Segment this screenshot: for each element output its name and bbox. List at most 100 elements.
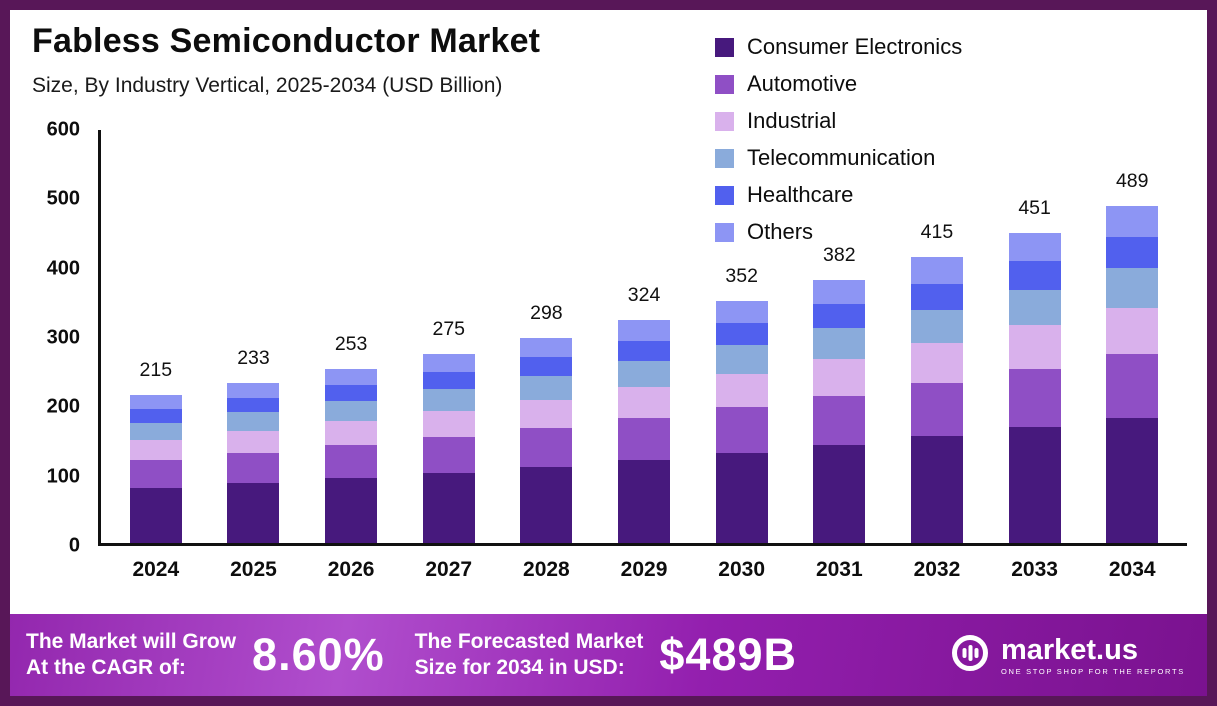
y-tick-label: 300 (46, 326, 80, 349)
brand-tagline: ONE STOP SHOP FOR THE REPORTS (1000, 666, 1185, 676)
bar-total-label: 382 (823, 244, 856, 267)
bar-segment-consumer-electronics (910, 436, 963, 543)
bar-segment-others (227, 382, 280, 398)
bar-segment-telecommunication (129, 422, 182, 440)
bar-segment-automotive (325, 445, 378, 479)
bar-segment-healthcare (129, 408, 182, 423)
legend-swatch-telecommunication (715, 148, 734, 168)
bar-segment-consumer-electronics (520, 466, 573, 543)
bar-segment-industrial (618, 386, 671, 418)
cagr-label: The Market will Grow At the CAGR of: (26, 629, 236, 681)
y-tick-label: 400 (46, 257, 80, 280)
bar-stack-2024 (129, 395, 182, 543)
bar-segment-consumer-electronics (813, 445, 866, 543)
bar-column-2024: 215 (107, 130, 205, 543)
legend-label: Healthcare (747, 182, 854, 207)
bar-segment-others (715, 300, 768, 324)
bar-segment-telecommunication (813, 328, 866, 360)
x-axis-label-2029: 2029 (620, 558, 668, 581)
bar-segment-automotive (813, 395, 866, 446)
bar-segment-others (910, 257, 963, 284)
brand-name: market.us (1000, 633, 1138, 666)
bar-stack-2034 (1106, 206, 1159, 543)
bar-total-label: 215 (139, 359, 173, 382)
x-axis-label-2031: 2031 (815, 558, 863, 581)
forecast-label-line1: The Forecasted Market (414, 630, 644, 653)
x-axis-label-2033: 2033 (1011, 558, 1058, 581)
bar-column-2027: 275 (400, 130, 498, 543)
bar-column-2025: 233 (205, 130, 303, 543)
bar-stack-2026 (325, 368, 378, 543)
bar-segment-automotive (129, 460, 182, 488)
bar-segment-others (1106, 206, 1159, 238)
bar-stack-2031 (813, 280, 866, 543)
bar-segment-telecommunication (325, 401, 378, 422)
bar-segment-consumer-electronics (1106, 417, 1159, 543)
legend-label: Automotive (747, 71, 858, 96)
bar-segment-telecommunication (1106, 268, 1159, 308)
bar-segment-telecommunication (910, 309, 963, 343)
y-tick-label: 500 (46, 187, 80, 210)
bar-segment-industrial (1008, 325, 1061, 369)
forecast-label: The Forecasted Market Size for 2034 in U… (415, 629, 644, 681)
cagr-label-line2: At the CAGR of: (26, 656, 186, 679)
bar-column-2026: 253 (302, 130, 400, 543)
legend-item-automotive: Automotive (715, 71, 962, 97)
bar-segment-industrial (227, 430, 280, 453)
bar-segment-others (129, 395, 182, 409)
bar-segment-healthcare (227, 397, 280, 413)
bar-total-label: 324 (627, 283, 661, 306)
x-axis-label-2024: 2024 (132, 558, 180, 581)
bar-segment-others (520, 337, 573, 358)
bar-stack-2025 (227, 382, 280, 543)
bar-segment-others (325, 368, 378, 386)
bar-segment-consumer-electronics (618, 459, 671, 543)
bar-segment-automotive (520, 428, 573, 467)
bar-segment-healthcare (1106, 237, 1159, 269)
bar-segment-industrial (813, 359, 866, 396)
plot-area: 215 233 253 275 298 324 352 382 415 451 489 (98, 130, 1187, 546)
bar-segment-automotive (910, 382, 963, 437)
legend: Consumer Electronics Automotive Industrial… (715, 34, 962, 245)
bar-segment-healthcare (422, 371, 475, 389)
bar-total-label: 275 (432, 317, 466, 340)
bar-stack-2033 (1008, 232, 1061, 543)
chart-card: Fabless Semiconductor Market Size, By In… (10, 10, 1207, 614)
x-axis-label-2025: 2025 (230, 558, 277, 581)
bar-segment-others (422, 353, 475, 372)
bar-segment-healthcare (813, 304, 866, 329)
bar-segment-industrial (325, 421, 378, 446)
y-tick-label: 0 (68, 534, 80, 557)
cagr-value: 8.60% (252, 629, 385, 680)
forecast-value: $489B (659, 629, 798, 680)
bar-segment-automotive (1106, 354, 1159, 418)
legend-item-healthcare: Healthcare (715, 182, 962, 208)
bar-segment-automotive (715, 407, 768, 453)
x-axis-label-2027: 2027 (425, 558, 473, 581)
bar-stack-2027 (422, 353, 475, 543)
bar-column-2029: 324 (595, 130, 693, 543)
bar-segment-healthcare (618, 340, 671, 361)
brand-block: market.us ONE STOP SHOP FOR THE REPORTS (949, 632, 1185, 679)
bar-stack-2032 (910, 257, 963, 543)
bar-segment-healthcare (910, 283, 963, 310)
bar-segment-consumer-electronics (715, 452, 768, 543)
legend-label: Others (747, 219, 814, 244)
x-axis-label-2026: 2026 (327, 558, 375, 581)
bar-column-2031: 382 (790, 130, 888, 543)
marketus-logo-icon (949, 632, 991, 679)
bar-stack-2028 (520, 337, 573, 543)
x-axis-label-2030: 2030 (718, 558, 766, 581)
bar-segment-others (618, 319, 671, 341)
bar-stack-2030 (715, 300, 768, 543)
bar-segment-telecommunication (520, 375, 573, 400)
bar-total-label: 298 (530, 301, 563, 324)
bar-segment-telecommunication (227, 412, 280, 431)
y-tick-label: 200 (46, 395, 80, 418)
bar-column-2032: 415 (888, 130, 986, 543)
bar-stack-2029 (618, 319, 671, 543)
plot-wrap: 215 233 253 275 298 324 352 382 415 451 489 2024 20… (98, 130, 1187, 582)
footer-banner: The Market will Grow At the CAGR of: 8.6… (10, 614, 1207, 696)
y-axis: 0 100 200 300 400 500 600 (28, 119, 92, 557)
bar-segment-industrial (715, 373, 768, 408)
